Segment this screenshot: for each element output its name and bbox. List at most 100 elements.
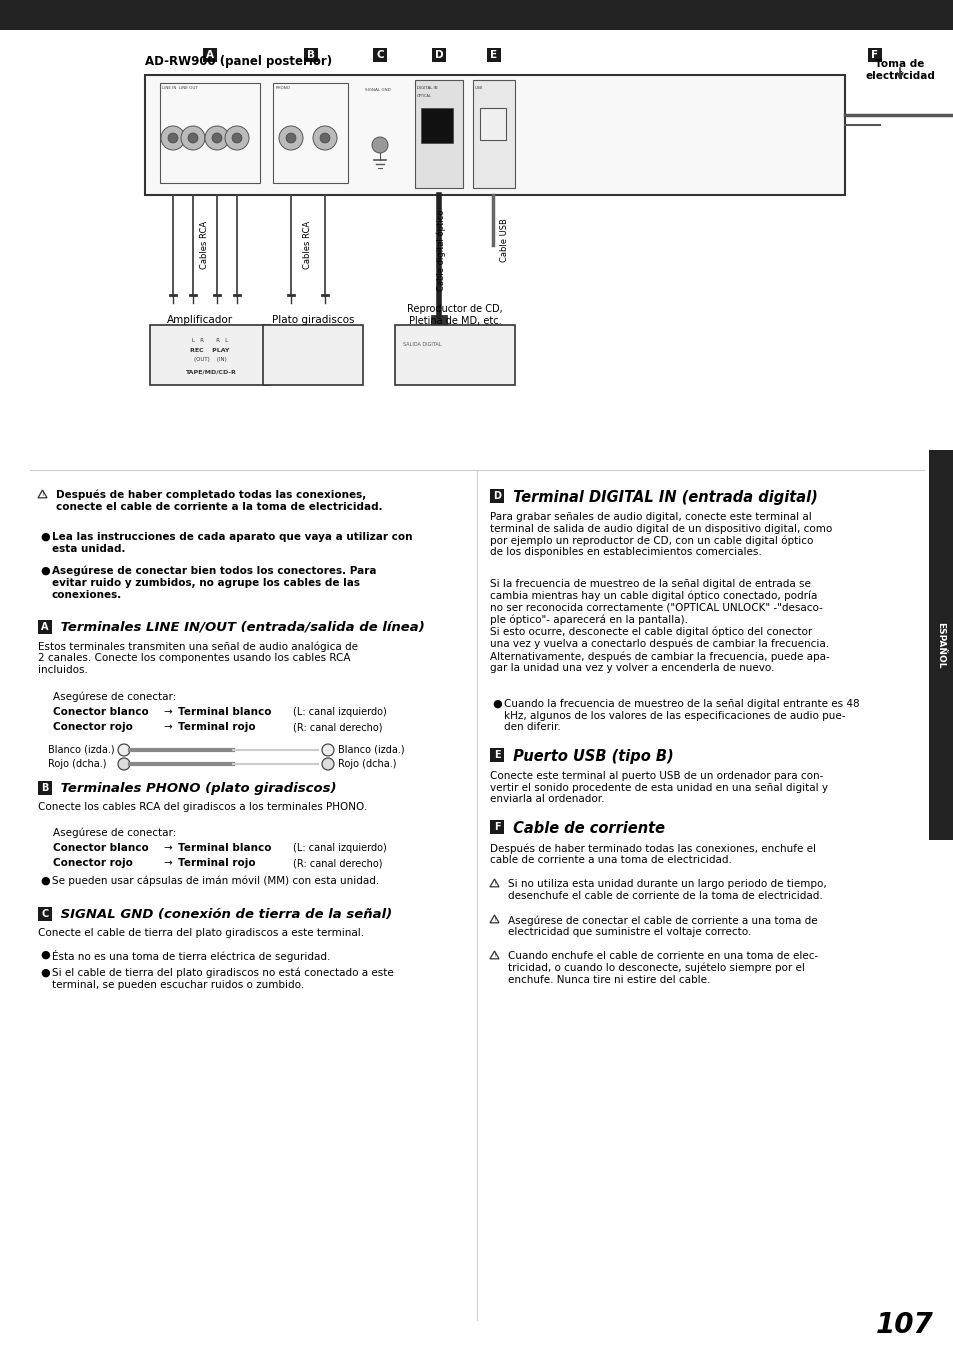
Text: Para grabar señales de audio digital, conecte este terminal al
terminal de salid: Para grabar señales de audio digital, co… [490, 512, 831, 558]
Circle shape [225, 126, 249, 150]
Text: ●: ● [40, 532, 50, 541]
Text: Conector rojo: Conector rojo [53, 859, 132, 868]
Text: L   R       R   L: L R R L [192, 338, 228, 343]
Bar [304, 49, 317, 62]
Bar [928, 450, 953, 840]
Text: Conecte el cable de tierra del plato giradiscos a este terminal.: Conecte el cable de tierra del plato gir… [38, 927, 364, 938]
Text: !: ! [493, 882, 496, 887]
Text: Estos terminales transmiten una señal de audio analógica de
2 canales. Conecte l: Estos terminales transmiten una señal de… [38, 641, 357, 675]
Text: AD-RW900 (panel posterior): AD-RW900 (panel posterior) [145, 55, 332, 69]
Bar [273, 82, 348, 184]
Text: →: → [163, 707, 172, 717]
Bar [431, 315, 447, 325]
Bar [490, 748, 503, 761]
Text: Cable de corriente: Cable de corriente [507, 821, 664, 836]
Circle shape [313, 126, 336, 150]
Text: REC    PLAY: REC PLAY [190, 347, 230, 352]
Circle shape [181, 126, 205, 150]
Bar [0, 0, 953, 30]
Text: Asegúrese de conectar bien todos los conectores. Para
evitar ruido y zumbidos, n: Asegúrese de conectar bien todos los con… [52, 566, 376, 599]
Bar [263, 325, 363, 385]
Text: OPTICAL: OPTICAL [416, 95, 432, 99]
Text: ●: ● [40, 968, 50, 977]
Circle shape [188, 134, 198, 143]
Text: Asegúrese de conectar el cable de corriente a una toma de
electricidad que sumin: Asegúrese de conectar el cable de corrie… [507, 915, 817, 937]
Text: Asegúrese de conectar:: Asegúrese de conectar: [53, 828, 176, 837]
Text: !: ! [41, 493, 44, 497]
Text: F: F [493, 822, 499, 832]
Bar [395, 325, 515, 385]
Text: D: D [435, 50, 443, 59]
Text: Conector blanco: Conector blanco [53, 707, 149, 717]
Text: ●: ● [492, 699, 501, 709]
Circle shape [232, 134, 242, 143]
Bar [420, 108, 453, 143]
Circle shape [322, 757, 334, 769]
Circle shape [322, 744, 334, 756]
Bar [486, 49, 500, 62]
Text: Terminal blanco: Terminal blanco [178, 842, 272, 853]
Text: Si no utiliza esta unidad durante un largo periodo de tiempo,
desenchufe el cabl: Si no utiliza esta unidad durante un lar… [507, 879, 826, 900]
Text: SIGNAL GND (conexión de tierra de la señal): SIGNAL GND (conexión de tierra de la señ… [56, 909, 392, 921]
Text: !: ! [493, 953, 496, 958]
Text: Conecte este terminal al puerto USB de un ordenador para con-
vertir el sonido p: Conecte este terminal al puerto USB de u… [490, 771, 827, 805]
Text: Si el cable de tierra del plato giradiscos no está conectado a este
terminal, se: Si el cable de tierra del plato giradisc… [52, 968, 394, 990]
Text: Si la frecuencia de muestreo de la señal digital de entrada se
cambia mientras h: Si la frecuencia de muestreo de la señal… [490, 579, 829, 674]
Circle shape [212, 134, 222, 143]
Text: TAPE/MD/CD-R: TAPE/MD/CD-R [184, 370, 235, 374]
Text: ESPAÑOL: ESPAÑOL [936, 622, 944, 668]
Text: Ésta no es una toma de tierra eléctrica de seguridad.: Ésta no es una toma de tierra eléctrica … [52, 950, 330, 963]
Bar [473, 80, 515, 188]
Text: Lea las instrucciones de cada aparato que vaya a utilizar con
esta unidad.: Lea las instrucciones de cada aparato qu… [52, 532, 412, 553]
Circle shape [319, 134, 330, 143]
Bar [203, 49, 216, 62]
Bar [415, 80, 462, 188]
Circle shape [278, 126, 303, 150]
Text: ●: ● [40, 566, 50, 576]
Text: C: C [41, 909, 49, 919]
Text: ●: ● [40, 876, 50, 886]
Text: Conector blanco: Conector blanco [53, 842, 149, 853]
Text: A: A [41, 622, 49, 632]
Text: SALIDA DIGITAL: SALIDA DIGITAL [402, 343, 441, 347]
Circle shape [161, 126, 185, 150]
Bar [867, 49, 882, 62]
Text: B: B [41, 783, 49, 792]
Circle shape [286, 134, 295, 143]
Text: E: E [493, 751, 499, 760]
Bar [160, 82, 260, 184]
Text: B: B [307, 50, 314, 59]
Text: Terminales PHONO (plato giradiscos): Terminales PHONO (plato giradiscos) [56, 782, 336, 795]
Text: Asegúrese de conectar:: Asegúrese de conectar: [53, 691, 176, 702]
Text: Blanco (izda.): Blanco (izda.) [337, 745, 404, 755]
Text: Cables RCA: Cables RCA [200, 221, 210, 269]
Bar [150, 325, 270, 385]
Bar [490, 819, 503, 834]
Circle shape [372, 136, 388, 153]
Text: Se pueden usar cápsulas de imán móvil (MM) con esta unidad.: Se pueden usar cápsulas de imán móvil (M… [52, 876, 379, 887]
Text: Blanco (izda.): Blanco (izda.) [48, 745, 114, 755]
Text: (L: canal izquierdo): (L: canal izquierdo) [293, 842, 386, 853]
Text: Después de haber completado todas las conexiones,
conecte el cable de corriente : Después de haber completado todas las co… [56, 490, 382, 512]
Text: Cuando la frecuencia de muestreo de la señal digital entrante es 48
kHz, algunos: Cuando la frecuencia de muestreo de la s… [503, 699, 859, 732]
Text: Plato giradiscos: Plato giradiscos [272, 315, 354, 325]
Bar [490, 489, 503, 504]
Text: ●: ● [40, 950, 50, 960]
Bar [479, 108, 505, 140]
Text: →: → [163, 842, 172, 853]
Text: (OUT)    (IN): (OUT) (IN) [193, 358, 226, 363]
Text: Terminal DIGITAL IN (entrada digital): Terminal DIGITAL IN (entrada digital) [507, 490, 817, 505]
Bar [38, 907, 52, 921]
Text: Después de haber terminado todas las conexiones, enchufe el
cable de corriente a: Después de haber terminado todas las con… [490, 842, 815, 865]
Text: (R: canal derecho): (R: canal derecho) [293, 859, 382, 868]
Text: Puerto USB (tipo B): Puerto USB (tipo B) [507, 749, 673, 764]
Text: 107: 107 [875, 1311, 933, 1339]
Text: Reproductor de CD,
Pletina de MD, etc.: Reproductor de CD, Pletina de MD, etc. [407, 304, 502, 325]
Text: →: → [163, 722, 172, 732]
Text: Cable USB: Cable USB [500, 219, 509, 262]
Text: E: E [490, 50, 497, 59]
Text: Terminales LINE IN/OUT (entrada/salida de línea): Terminales LINE IN/OUT (entrada/salida d… [56, 621, 424, 634]
Text: D: D [493, 491, 500, 501]
Text: Cables RCA: Cables RCA [303, 221, 313, 269]
Text: Amplificador: Amplificador [167, 315, 233, 325]
